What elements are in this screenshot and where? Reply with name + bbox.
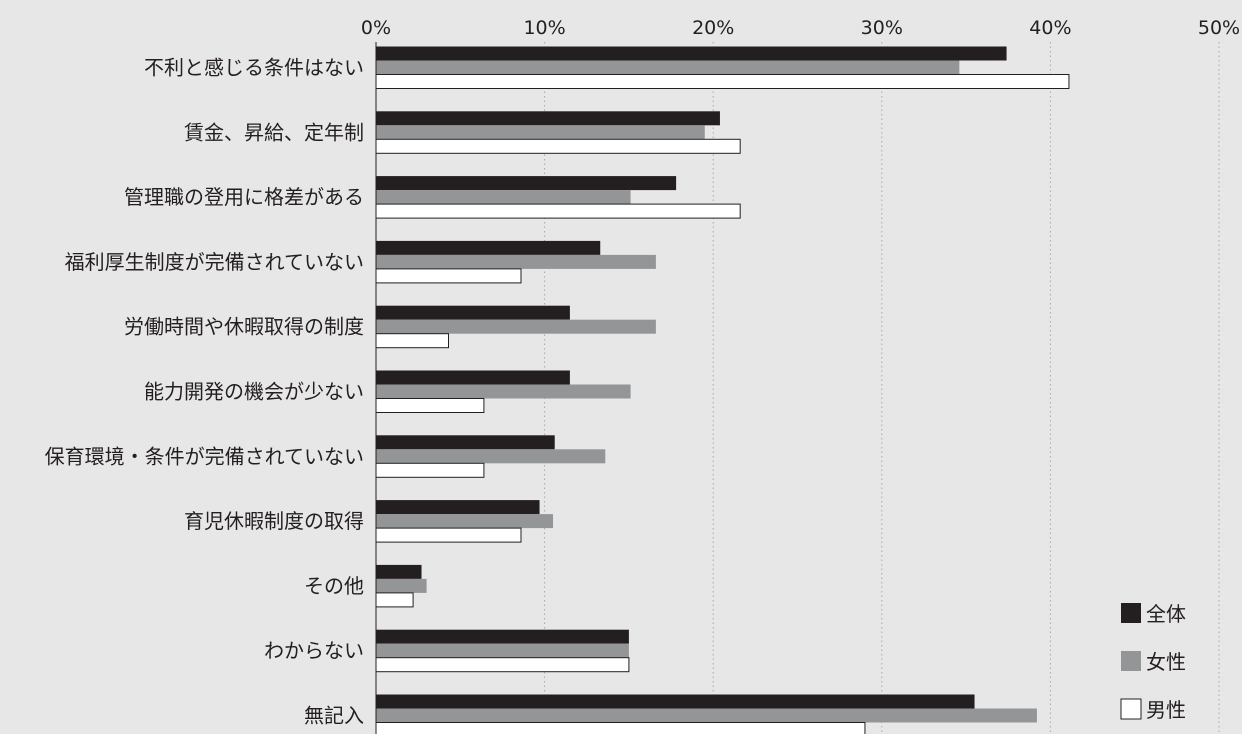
bar	[375, 268, 522, 284]
category-label: 福利厚生制度が完備されていない	[65, 250, 364, 274]
category-label: わからない	[264, 639, 364, 663]
bar	[376, 564, 422, 579]
bar	[376, 254, 656, 269]
bar	[376, 111, 720, 126]
bar	[376, 694, 975, 709]
bar	[376, 578, 427, 593]
x-tick-label: 0%	[361, 17, 391, 39]
bar	[376, 514, 554, 529]
category-label: 労働時間や休暇取得の制度	[124, 315, 364, 339]
legend-label: 男性	[1146, 698, 1186, 722]
bar	[376, 240, 601, 255]
bar	[375, 657, 630, 673]
category-label: 管理職の登用に格差がある	[124, 185, 364, 209]
legend-label: 女性	[1146, 650, 1186, 674]
x-tick-label: 40%	[1029, 17, 1071, 39]
bar	[376, 643, 629, 658]
bar	[375, 74, 1070, 89]
bar	[375, 333, 449, 349]
bar	[376, 384, 631, 399]
category-label: 無記入	[304, 704, 364, 728]
bar	[376, 190, 631, 205]
legend-label: 全体	[1146, 602, 1186, 626]
bar	[375, 203, 741, 219]
bar	[376, 176, 677, 191]
bar	[376, 435, 555, 450]
category-label: 不利と感じる条件はない	[144, 56, 364, 80]
x-tick-label: 20%	[692, 17, 734, 39]
x-tick-label: 30%	[861, 17, 903, 39]
bar	[376, 305, 570, 320]
category-label: 賃金、昇給、定年制	[184, 120, 364, 144]
gridlines	[544, 42, 1220, 734]
bar	[375, 398, 485, 413]
bar	[376, 629, 629, 644]
bar	[376, 125, 705, 140]
bar	[375, 527, 522, 543]
x-tick-label: 50%	[1198, 17, 1240, 39]
bar	[376, 500, 540, 515]
bar	[375, 462, 485, 478]
category-label: 育児休暇制度の取得	[184, 509, 364, 533]
bars	[375, 46, 1070, 734]
legend-swatch	[1120, 698, 1142, 720]
bar	[375, 138, 741, 154]
bar	[376, 60, 960, 75]
category-label: 保育環境・条件が完備されていない	[45, 444, 364, 468]
category-label: 能力開発の機会が少ない	[144, 380, 364, 404]
bar	[375, 592, 414, 608]
bar	[376, 319, 656, 334]
legend-swatch	[1121, 651, 1141, 671]
bar	[376, 370, 570, 385]
bar	[376, 46, 1007, 61]
x-axis-ticks: 0% 10% 20% 30% 40% 50%	[361, 17, 1240, 39]
legend-swatch	[1121, 603, 1141, 623]
x-tick-label: 10%	[523, 17, 565, 39]
bar	[375, 722, 866, 734]
category-label: その他	[304, 574, 364, 598]
bar	[376, 708, 1037, 723]
category-labels: 不利と感じる条件はない賃金、昇給、定年制管理職の登用に格差がある福利厚生制度が完…	[45, 56, 364, 728]
bar	[376, 449, 606, 464]
